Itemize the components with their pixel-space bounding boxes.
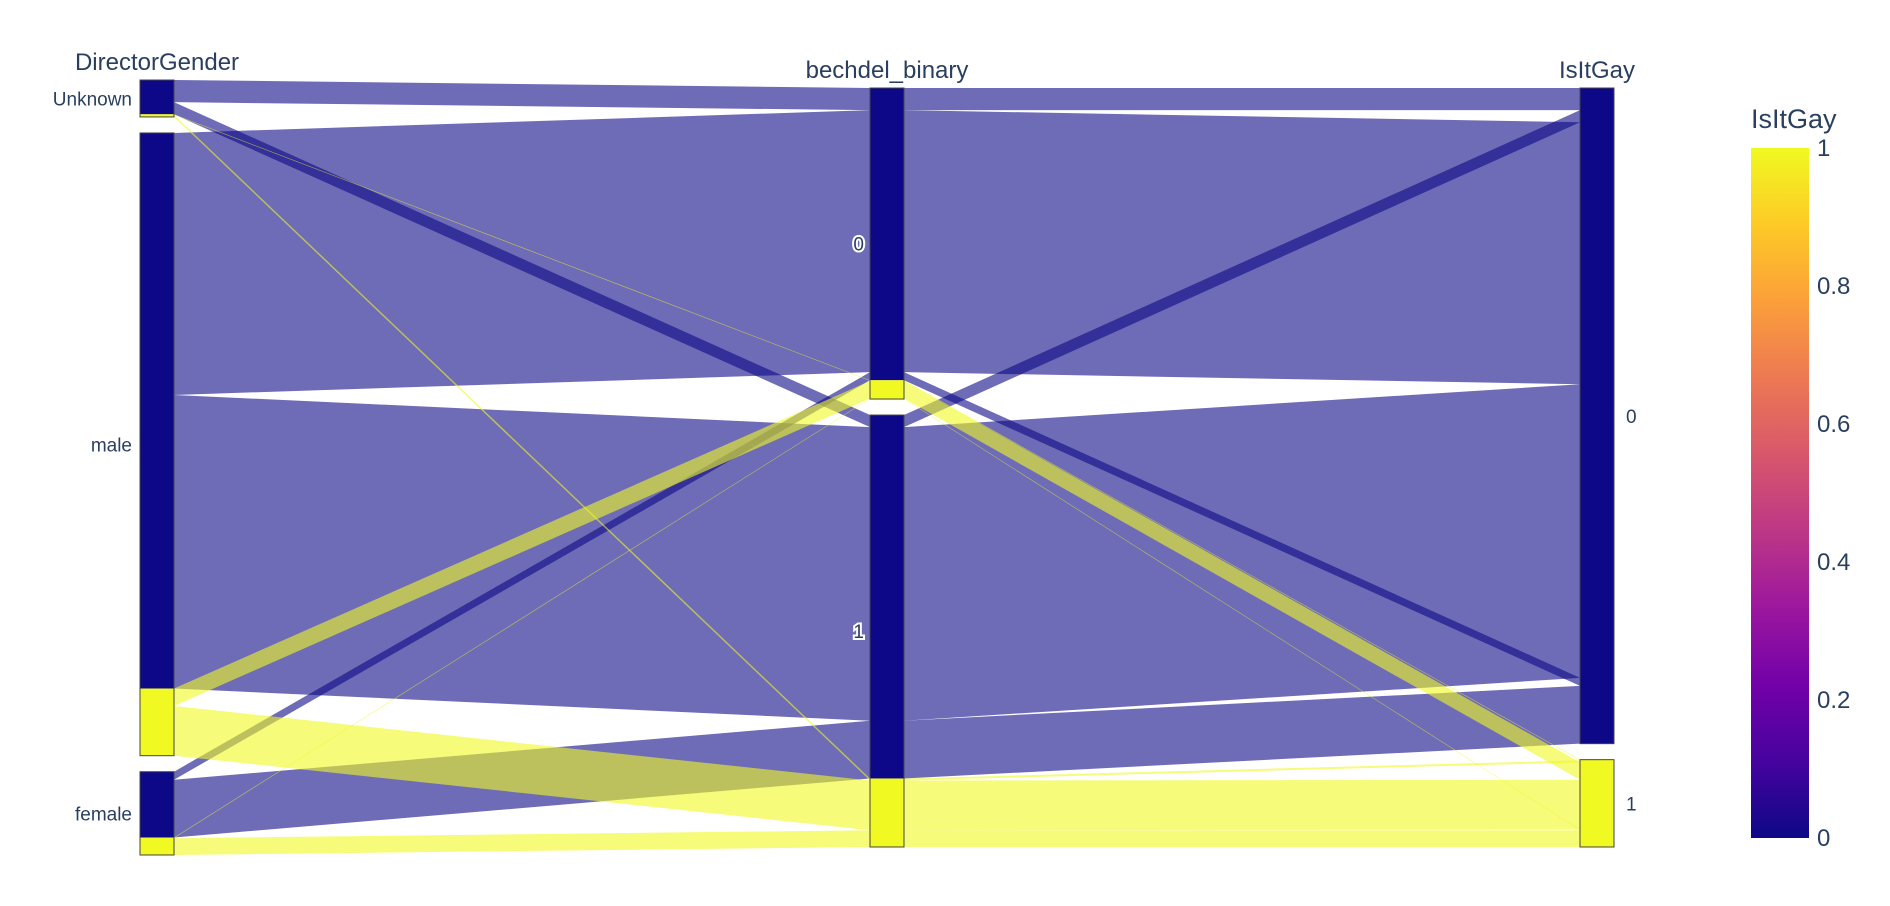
category-label-DirectorGender-Unknown: Unknown xyxy=(53,89,132,110)
ribbon-DirectorGender-female-to-bechdel_binary-1-IsItGay-1 xyxy=(174,830,870,855)
ribbon-bechdel_binary-0-to-IsItGay-0-IsItGay-0 xyxy=(904,110,1580,384)
ribbon-bechdel_binary-1-to-IsItGay-1-IsItGay-1 xyxy=(904,780,1580,830)
bar-DirectorGender-female-IsItGay-0[interactable] xyxy=(140,772,174,838)
colorbar-tick-0.2: 0.2 xyxy=(1817,687,1850,714)
dimension-title-DirectorGender: DirectorGender xyxy=(75,49,239,76)
bar-IsItGay-1-IsItGay-1[interactable] xyxy=(1580,760,1614,847)
dimension-title-bechdel_binary: bechdel_binary xyxy=(806,57,969,84)
colorbar-title: IsItGay xyxy=(1751,104,1837,134)
category-label-DirectorGender-male: male xyxy=(91,435,132,456)
colorbar-tick-1: 1 xyxy=(1817,135,1830,162)
bar-bechdel_binary-0-IsItGay-0[interactable] xyxy=(870,88,904,380)
bar-bechdel_binary-0-IsItGay-1[interactable] xyxy=(870,380,904,399)
ribbon-bechdel_binary-0-to-IsItGay-0-IsItGay-0 xyxy=(904,88,1580,110)
bar-DirectorGender-male-IsItGay-1[interactable] xyxy=(140,689,174,756)
category-label-IsItGay-1: 1 xyxy=(1626,794,1637,815)
bar-IsItGay-0-IsItGay-0[interactable] xyxy=(1580,88,1614,744)
category-label-DirectorGender-female: female xyxy=(75,804,132,825)
bar-DirectorGender-male-IsItGay-0[interactable] xyxy=(140,133,174,689)
bar-DirectorGender-female-IsItGay-1[interactable] xyxy=(140,838,174,855)
bar-bechdel_binary-1-IsItGay-0[interactable] xyxy=(870,415,904,778)
category-label-IsItGay-0: 0 xyxy=(1626,407,1637,428)
bar-bechdel_binary-1-IsItGay-1[interactable] xyxy=(870,778,904,847)
colorbar-gradient xyxy=(1751,148,1809,838)
colorbar-tick-0.6: 0.6 xyxy=(1817,411,1850,438)
dimension-title-IsItGay: IsItGay xyxy=(1559,57,1635,84)
ribbon-bechdel_binary-1-to-IsItGay-1-IsItGay-1 xyxy=(904,830,1580,847)
colorbar-tick-0: 0 xyxy=(1817,825,1830,852)
ribbon-bechdel_binary-1-to-IsItGay-0-IsItGay-0 xyxy=(904,384,1580,720)
colorbar-tick-0.8: 0.8 xyxy=(1817,273,1850,300)
colorbar-tick-0.4: 0.4 xyxy=(1817,549,1850,576)
ribbon-DirectorGender-male-to-bechdel_binary-0-IsItGay-0 xyxy=(174,110,870,395)
bar-DirectorGender-Unknown-IsItGay-0[interactable] xyxy=(140,80,174,114)
colorbar: IsItGay 0 0.2 0.4 0.6 0.8 1 xyxy=(1751,104,1850,852)
ribbon-DirectorGender-Unknown-to-bechdel_binary-0-IsItGay-0 xyxy=(174,80,870,110)
category-label-bechdel_binary-0: 0 xyxy=(853,235,864,256)
category-label-bechdel_binary-1: 1 xyxy=(853,622,864,643)
